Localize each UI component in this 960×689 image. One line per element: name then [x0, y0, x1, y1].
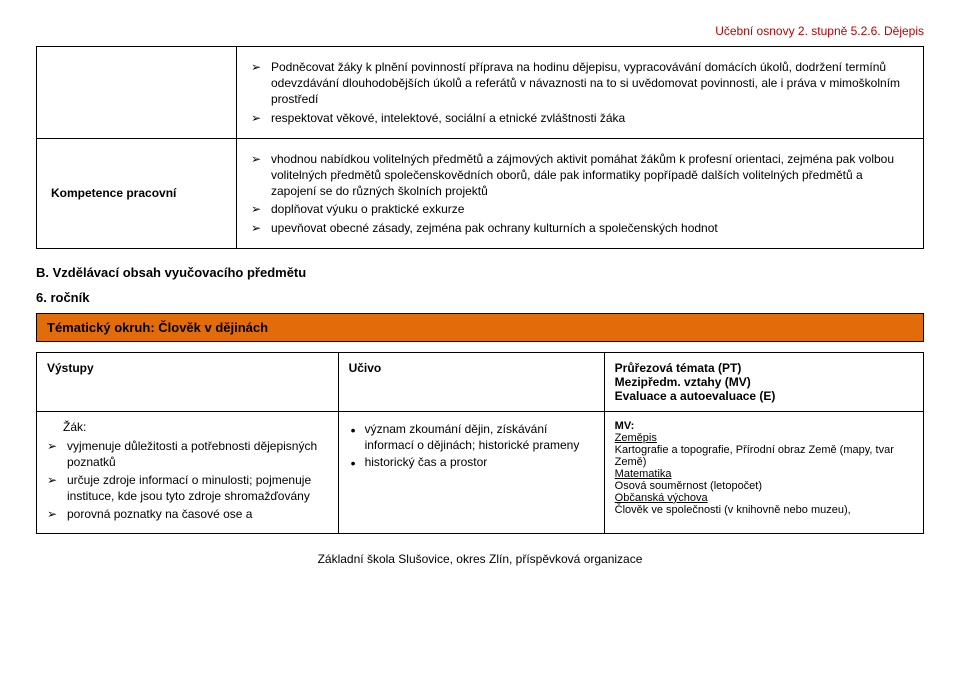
- matematika-detail: Osová souměrnost (letopočet): [615, 480, 913, 492]
- header-mv: Mezipředm. vztahy (MV): [615, 375, 751, 389]
- page-header: Učební osnovy 2. stupně 5.2.6. Dějepis: [36, 24, 924, 38]
- competence-item: upevňovat obecné zásady, zejména pak och…: [251, 220, 909, 236]
- competence-item: respektovat věkové, intelektové, sociáln…: [251, 110, 909, 126]
- subject-matematika: Matematika: [615, 468, 913, 480]
- zemepis-detail: Kartografie a topografie, Přírodní obraz…: [615, 444, 913, 468]
- topic-bar: Tématický okruh: Člověk v dějinách: [36, 313, 924, 342]
- competence-row1-content: Podněcovat žáky k plnění povinností příp…: [237, 47, 924, 139]
- content-table: Výstupy Učivo Průřezová témata (PT) Mezi…: [36, 352, 924, 534]
- competence-table: Podněcovat žáky k plnění povinností příp…: [36, 46, 924, 249]
- col-header-ucivo: Učivo: [338, 352, 604, 411]
- competence-label: Kompetence pracovní: [37, 138, 237, 248]
- zak-label: Žák:: [63, 420, 328, 434]
- vystupy-cell: Žák: vyjmenuje důležitosti a potřebnosti…: [37, 411, 339, 533]
- col-header-vystupy: Výstupy: [37, 352, 339, 411]
- vystup-item: porovná poznatky na časové ose a: [47, 506, 328, 522]
- competence-label-empty: [37, 47, 237, 139]
- col-header-prurezova: Průřezová témata (PT) Mezipředm. vztahy …: [604, 352, 923, 411]
- mv-label: MV:: [615, 420, 913, 432]
- ucivo-item: význam zkoumání dějin, získávání informa…: [349, 421, 594, 453]
- page-footer: Základní škola Slušovice, okres Zlín, př…: [36, 552, 924, 566]
- section-b-title: B. Vzdělávací obsah vyučovacího předmětu: [36, 265, 924, 280]
- competence-row2-content: vhodnou nabídkou volitelných předmětů a …: [237, 138, 924, 248]
- competence-item: Podněcovat žáky k plnění povinností příp…: [251, 59, 909, 108]
- subject-obcanska: Občanská výchova: [615, 492, 913, 504]
- vystup-item: určuje zdroje informací o minulosti; poj…: [47, 472, 328, 504]
- ucivo-item: historický čas a prostor: [349, 454, 594, 470]
- header-pt: Průřezová témata (PT): [615, 361, 742, 375]
- subject-zemepis: Zeměpis: [615, 432, 913, 444]
- prurezova-cell: MV: Zeměpis Kartografie a topografie, Př…: [604, 411, 923, 533]
- ucivo-cell: význam zkoumání dějin, získávání informa…: [338, 411, 604, 533]
- header-e: Evaluace a autoevaluace (E): [615, 389, 776, 403]
- competence-item: vhodnou nabídkou volitelných předmětů a …: [251, 151, 909, 200]
- competence-item: doplňovat výuku o praktické exkurze: [251, 201, 909, 217]
- vystup-item: vyjmenuje důležitosti a potřebnosti děje…: [47, 438, 328, 470]
- obcanska-detail: Člověk ve společnosti (v knihovně nebo m…: [615, 504, 913, 516]
- grade-label: 6. ročník: [36, 290, 924, 305]
